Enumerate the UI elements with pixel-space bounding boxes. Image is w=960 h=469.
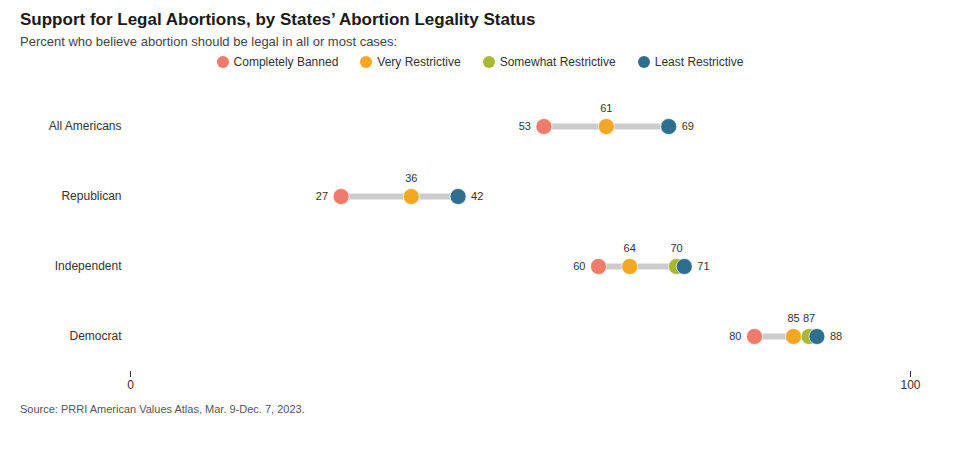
svg-text:61: 61 (600, 102, 612, 114)
svg-text:42: 42 (471, 190, 483, 202)
svg-text:69: 69 (682, 120, 694, 132)
html-text:Percent who believe abortion s: Percent who believe abortion should be l… (20, 34, 398, 49)
svg-text:Democrat: Democrat (69, 329, 122, 343)
svg-text:36: 36 (405, 172, 417, 184)
svg-text:70: 70 (670, 242, 682, 254)
html-text:Somewhat Restrictive: Somewhat Restrictive (499, 55, 616, 69)
svg-text:27: 27 (316, 190, 328, 202)
html-text:Support for Legal Abortions, b: Support for Legal Abortions, by States’ … (20, 10, 536, 29)
html-text:Very Restrictive: Very Restrictive (377, 55, 461, 69)
svg-text:71: 71 (697, 260, 709, 272)
svg-text:87: 87 (803, 312, 815, 324)
svg-text:100: 100 (900, 378, 920, 392)
svg-text:All Americans: All Americans (49, 119, 122, 133)
svg-text:60: 60 (573, 260, 585, 272)
svg-text:85: 85 (787, 312, 799, 324)
html-text:Source: PRRI American Values A: Source: PRRI American Values Atlas, Mar.… (20, 403, 305, 415)
svg-text:Independent: Independent (55, 259, 122, 273)
svg-text:88: 88 (830, 330, 842, 342)
svg-text:Republican: Republican (61, 189, 121, 203)
svg-text:64: 64 (624, 242, 636, 254)
html-text:Completely Banned: Completely Banned (233, 55, 339, 69)
svg-text:80: 80 (729, 330, 741, 342)
svg-text:0: 0 (127, 378, 134, 392)
svg-text:53: 53 (519, 120, 531, 132)
html-text:Least Restrictive: Least Restrictive (654, 55, 744, 69)
